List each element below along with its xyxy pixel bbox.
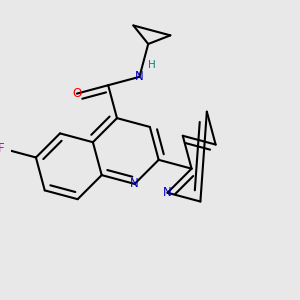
Text: H: H xyxy=(148,60,155,70)
Text: O: O xyxy=(72,87,82,100)
Text: N: N xyxy=(130,177,139,190)
Text: N: N xyxy=(135,70,144,83)
Text: N: N xyxy=(163,186,172,199)
Text: F: F xyxy=(0,142,5,155)
